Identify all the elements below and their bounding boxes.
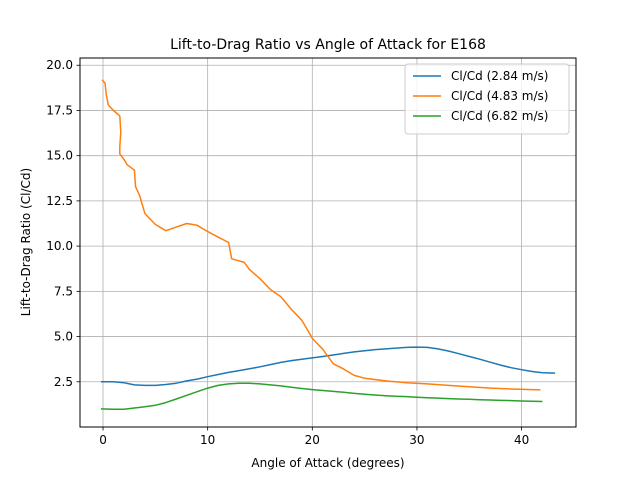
x-tick-label: 0	[99, 433, 107, 447]
y-axis-label: Lift-to-Drag Ratio (Cl/Cd)	[19, 168, 33, 316]
y-tick-label: 17.5	[46, 103, 73, 117]
legend: Cl/Cd (2.84 m/s) Cl/Cd (4.83 m/s) Cl/Cd (6…	[404, 63, 570, 135]
y-tick-label: 12.5	[46, 194, 73, 208]
chart-title: Lift-to-Drag Ratio vs Angle of Attack fo…	[170, 37, 486, 53]
series-line-1	[100, 346, 556, 387]
legend-box	[404, 63, 570, 135]
series-line-2	[101, 79, 541, 391]
x-tick-label: 40	[514, 433, 529, 447]
series-line-3	[100, 382, 543, 411]
series-lines	[100, 79, 556, 411]
y-tick-label: 15.0	[46, 149, 73, 163]
x-tick-label: 20	[305, 433, 320, 447]
legend-label: Cl/Cd (6.82 m/s)	[451, 109, 548, 123]
legend-label: Cl/Cd (2.84 m/s)	[451, 69, 548, 83]
legend-label: Cl/Cd (4.83 m/s)	[451, 89, 548, 103]
y-tick-label: 5.0	[54, 330, 73, 344]
y-tick-label: 2.5	[54, 375, 73, 389]
plot-frame	[79, 57, 577, 428]
axis-ticks: 0 10 20 30 40 2.5 5.0 7.5 10.0 12.5 15.0 17.5 20.0	[46, 58, 529, 447]
x-tick-label: 30	[409, 433, 424, 447]
y-tick-label: 20.0	[46, 58, 73, 72]
x-tick-label: 10	[200, 433, 215, 447]
y-tick-label: 10.0	[46, 239, 73, 253]
y-tick-label: 7.5	[54, 284, 73, 298]
x-axis-label: Angle of Attack (degrees)	[251, 456, 404, 470]
